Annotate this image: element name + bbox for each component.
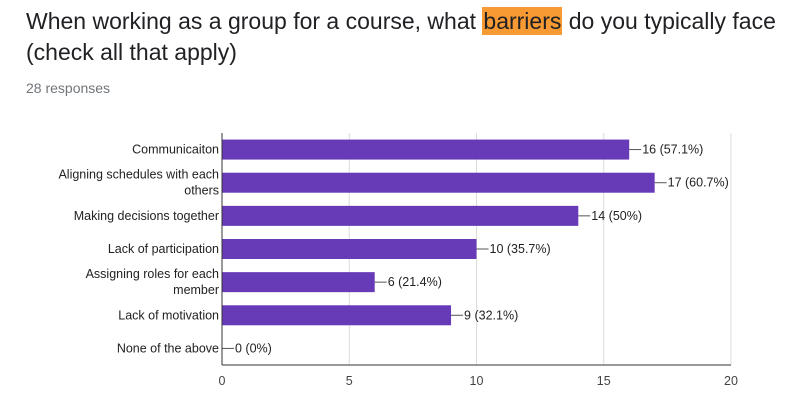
- question-text-before: When working as a group for a course, wh…: [26, 8, 483, 34]
- data-label: 17 (60.7%): [668, 176, 729, 190]
- category-label: Communicaiton: [132, 143, 219, 157]
- x-tick-label: 20: [724, 374, 738, 388]
- x-tick-label: 5: [346, 374, 353, 388]
- highlighted-word: barriers: [482, 7, 563, 35]
- question-text-after: do you typically face (check all that ap…: [26, 8, 776, 65]
- category-label: others: [184, 184, 219, 198]
- bar: [222, 172, 655, 193]
- bar: [222, 205, 579, 226]
- bar: [222, 239, 477, 259]
- data-label: 6 (21.4%): [388, 275, 442, 289]
- data-label: 9 (32.1%): [464, 308, 518, 322]
- category-label: Lack of participation: [108, 242, 219, 256]
- response-count: 28 responses: [26, 80, 111, 96]
- data-label: 0 (0%): [235, 341, 272, 355]
- x-tick-label: 15: [597, 374, 611, 388]
- category-label: Aligning schedules with each: [58, 168, 219, 182]
- data-label: 10 (35.7%): [490, 242, 551, 256]
- bar: [222, 139, 630, 160]
- bar: [222, 272, 375, 293]
- x-tick-label: 10: [470, 374, 484, 388]
- data-label: 14 (50%): [591, 209, 642, 223]
- bar: [222, 305, 452, 326]
- category-label: Making decisions together: [74, 209, 219, 223]
- x-tick-label: 0: [219, 374, 226, 388]
- data-label: 16 (57.1%): [642, 143, 703, 157]
- category-label: Lack of motivation: [118, 308, 219, 322]
- question-title: When working as a group for a course, wh…: [26, 6, 796, 68]
- category-label: member: [173, 283, 219, 297]
- category-label: Assigning roles for each: [86, 267, 219, 281]
- category-label: None of the above: [117, 341, 219, 355]
